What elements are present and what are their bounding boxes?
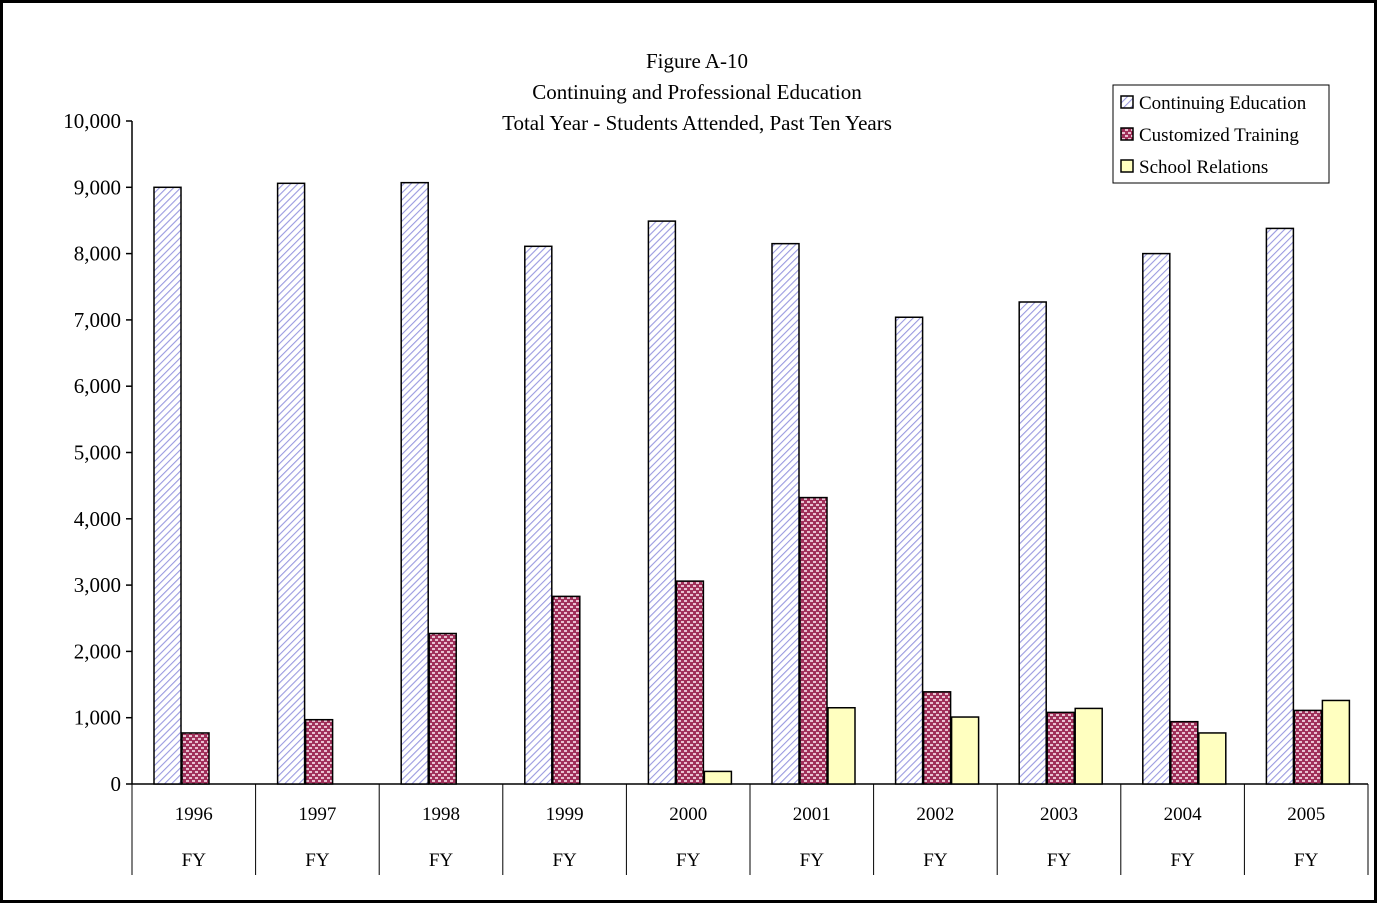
x-tick-sublabel: FY — [1047, 850, 1072, 871]
x-tick-label: 1997 — [298, 804, 336, 825]
bar-customized-training — [1170, 720, 1199, 785]
x-tick-sublabel: FY — [800, 850, 825, 871]
y-tick-label: 7,000 — [74, 308, 121, 332]
bar-customized-training — [552, 595, 581, 785]
bar-continuing-education — [1018, 301, 1047, 785]
bars — [153, 181, 1351, 785]
bar-customized-training — [675, 580, 705, 785]
bar-continuing-education — [894, 316, 924, 785]
y-tick-label: 8,000 — [74, 242, 121, 266]
y-tick-label: 2,000 — [74, 639, 121, 663]
bar-school-relations — [1198, 732, 1227, 785]
x-tick-sublabel: FY — [429, 850, 454, 871]
chart-title: Figure A-10 Continuing and Professional … — [502, 49, 892, 135]
bar-continuing-education — [524, 245, 553, 785]
x-tick-sublabel: FY — [676, 850, 701, 871]
legend-box — [1112, 84, 1330, 184]
x-tick-label: 2005 — [1287, 804, 1325, 825]
bar-school-relations — [950, 716, 980, 785]
y-axis: 0 1,000 2,000 3,000 4,000 5,000 6,000 7,000 8,00… — [63, 109, 133, 796]
title-line-2: Continuing and Professional Education — [532, 80, 862, 104]
y-tick-label: 10,000 — [63, 109, 121, 133]
x-tick-label: 2000 — [669, 804, 707, 825]
bar-customized-training — [181, 732, 210, 785]
x-tick-label: 1996 — [175, 804, 213, 825]
legend: Continuing Education Customized Training… — [1112, 84, 1330, 184]
x-tick-sublabel: FY — [305, 850, 330, 871]
bar-school-relations — [827, 707, 856, 785]
bar-customized-training — [304, 718, 334, 785]
x-tick-label: 1999 — [546, 804, 584, 825]
title-line-1: Figure A-10 — [646, 49, 748, 73]
bar-continuing-education — [1265, 227, 1295, 785]
legend-swatch-continuing-education — [1120, 95, 1134, 109]
x-tick-sublabel: FY — [182, 850, 207, 871]
bar-school-relations — [1321, 699, 1351, 785]
x-axis: 1996 FY 1997 FY 1998 FY 1999 FY 2000 FY 2001 FY 2002… — [131, 783, 1369, 875]
legend-label-school-relations: School Relations — [1139, 157, 1268, 178]
bar-continuing-education — [771, 242, 800, 785]
bar-customized-training — [1293, 709, 1323, 785]
legend-label-continuing-education: Continuing Education — [1139, 93, 1307, 114]
bar-school-relations — [703, 770, 733, 785]
y-tick-label: 0 — [111, 772, 122, 796]
bar-continuing-education — [153, 186, 182, 785]
bar-customized-training — [1046, 711, 1075, 785]
x-tick-sublabel: FY — [923, 850, 948, 871]
x-tick-label: 2002 — [916, 804, 954, 825]
y-tick-label: 3,000 — [74, 573, 121, 597]
bar-continuing-education — [647, 220, 677, 785]
bar-school-relations — [1074, 707, 1103, 785]
title-line-3: Total Year - Students Attended, Past Ten… — [502, 111, 892, 135]
legend-swatch-school-relations — [1120, 159, 1134, 173]
y-tick-label: 4,000 — [74, 507, 121, 531]
y-tick-label: 9,000 — [74, 175, 121, 199]
x-tick-sublabel: FY — [1170, 850, 1195, 871]
x-tick-label: 2003 — [1040, 804, 1078, 825]
x-tick-sublabel: FY — [1294, 850, 1319, 871]
y-tick-label: 1,000 — [74, 706, 121, 730]
x-tick-label: 2001 — [793, 804, 831, 825]
bar-customized-training — [799, 496, 828, 785]
legend-label-customized-training: Customized Training — [1139, 125, 1299, 146]
bar-continuing-education — [400, 181, 429, 785]
x-tick-label: 1998 — [422, 804, 460, 825]
bar-customized-training — [922, 691, 952, 785]
bar-continuing-education — [276, 182, 306, 785]
x-tick-label: 2004 — [1164, 804, 1203, 825]
y-tick-label: 5,000 — [74, 441, 121, 465]
legend-swatch-customized-training — [1120, 127, 1134, 141]
x-tick-sublabel: FY — [552, 850, 577, 871]
bar-customized-training — [428, 632, 457, 785]
y-tick-label: 6,000 — [74, 374, 121, 398]
bar-continuing-education — [1142, 252, 1171, 785]
